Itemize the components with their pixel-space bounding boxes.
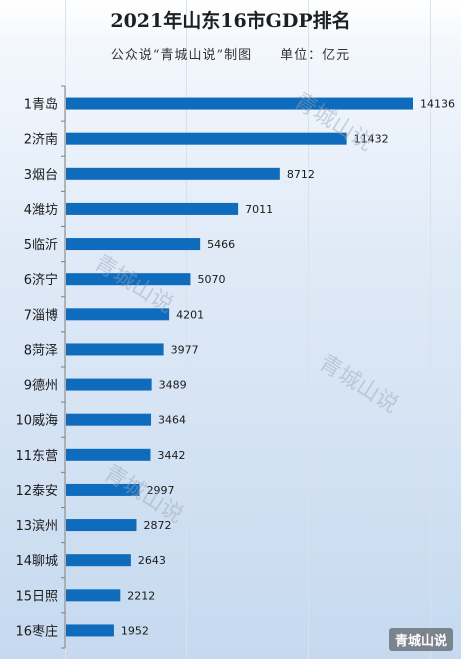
data-label: 14136 [420,98,455,111]
chart-subtitle: 公众说“青城山说”制图 单位：亿元 [110,48,351,63]
category-label: 9德州 [24,379,58,394]
sheet-gridline [308,0,309,659]
data-label: 7011 [245,203,273,216]
bar [66,589,121,602]
bar [66,308,170,321]
sheet-gridline [430,0,431,659]
category-label: 12泰安 [15,484,58,499]
bar [66,378,152,391]
data-label: 2212 [127,589,155,602]
category-label: 7淄博 [24,308,58,323]
data-label: 5466 [207,238,235,251]
data-label: 3464 [158,414,186,427]
bar [66,343,164,356]
bar [66,238,201,251]
category-label: 16枣庄 [15,623,58,639]
bar [66,448,151,461]
category-label: 3烟台 [24,168,58,183]
data-label: 3442 [157,449,185,462]
category-label: 4潍坊 [24,203,58,218]
bar [66,483,140,496]
category-label: 6济宁 [24,272,58,288]
category-label: 5临沂 [24,238,58,253]
category-label: 14聊城 [15,554,58,569]
data-label: 5070 [197,273,225,286]
bar [66,202,239,215]
sheet-gridline [186,0,187,659]
bar [66,167,280,180]
data-label: 2997 [147,484,175,497]
data-label: 4201 [176,308,204,321]
category-label: 11东营 [15,449,58,464]
category-label: 13滨州 [15,518,58,534]
diagonal-watermark: 青城山说 [314,351,402,419]
bar [66,273,191,286]
category-label: 8菏泽 [24,343,58,358]
category-label: 1青岛 [24,97,58,113]
data-label: 8712 [287,168,315,181]
bar [66,624,114,637]
bar [66,519,137,532]
chart-title: 2021年山东16市GDP排名 [110,10,351,32]
data-label: 2872 [143,519,171,532]
data-label: 1952 [121,624,149,637]
data-label: 11432 [354,133,389,146]
bar [66,413,152,426]
corner-watermark-badge: 青城山说 [388,628,453,651]
data-label: 3977 [171,343,199,356]
bar [66,554,131,567]
category-label: 2济南 [24,132,58,148]
data-label: 2643 [138,554,166,567]
category-label: 10威海 [15,414,58,429]
bar [66,132,347,145]
category-label: 15日照 [15,589,58,604]
bar [66,97,413,110]
data-label: 3489 [159,379,187,392]
